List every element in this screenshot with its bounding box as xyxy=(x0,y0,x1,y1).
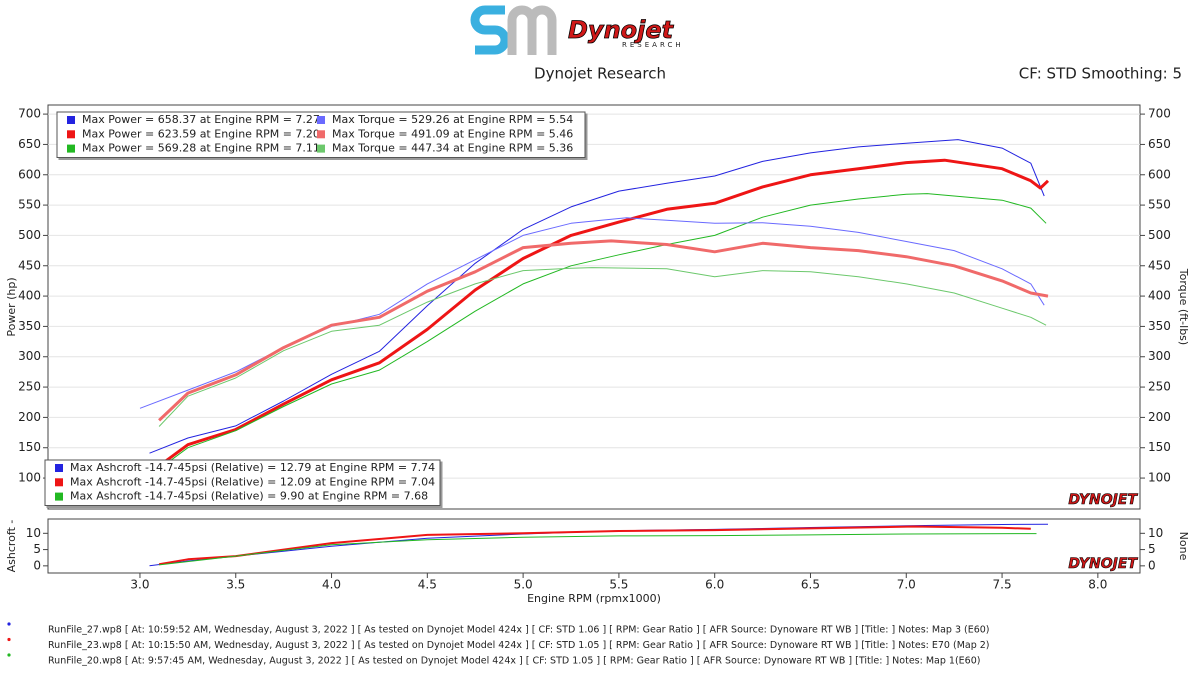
legend-swatch xyxy=(67,116,75,124)
y2-tick-label: 600 xyxy=(1148,167,1171,181)
legend-swatch xyxy=(317,116,325,124)
x-tick-label: 5.5 xyxy=(609,578,628,592)
x-tick-label: 4.0 xyxy=(322,578,341,592)
y2-tick-label: 100 xyxy=(1148,471,1171,485)
run-info: RunFile_20.wp8 [ At: 9:57:45 AM, Wednesd… xyxy=(48,656,980,667)
y-tick-label: 350 xyxy=(18,319,41,333)
y2-tick-label: 250 xyxy=(1148,380,1171,394)
run-info: RunFile_27.wp8 [ At: 10:59:52 AM, Wednes… xyxy=(48,625,990,636)
logo-text: Dynojet xyxy=(568,16,675,44)
x-tick-label: 6.5 xyxy=(801,578,820,592)
run-dot xyxy=(7,622,11,626)
x-tick-label: 3.5 xyxy=(226,578,245,592)
x-tick-label: 7.5 xyxy=(993,578,1012,592)
y-tick-label: 450 xyxy=(18,258,41,272)
y2-tick-label: 0 xyxy=(1148,558,1156,572)
series-line xyxy=(158,239,1049,422)
legend-label: Max Ashcroft -14.7-45psi (Relative) = 9.… xyxy=(70,490,428,503)
legend-label: Max Torque = 447.34 at Engine RPM = 5.36 xyxy=(332,142,573,155)
series-line xyxy=(159,533,1037,566)
y-tick-label: 700 xyxy=(18,107,41,121)
legend-swatch xyxy=(317,130,325,139)
y-tick-label: 250 xyxy=(18,380,41,394)
x-tick-label: 5.0 xyxy=(514,578,533,592)
y-tick-label: 400 xyxy=(18,289,41,303)
legend-swatch xyxy=(67,130,75,139)
x-tick-label: 6.0 xyxy=(705,578,724,592)
legend-swatch xyxy=(55,478,63,487)
y2-tick-label: 400 xyxy=(1148,289,1171,303)
logo-sub: RESEARCH xyxy=(622,41,684,49)
title: Dynojet Research xyxy=(534,65,666,83)
y-tick-label: 200 xyxy=(18,410,41,424)
run-dot xyxy=(7,637,11,642)
y2-tick-label: 650 xyxy=(1148,137,1171,151)
y2-tick-label: 150 xyxy=(1148,440,1171,454)
legend-label: Max Torque = 491.09 at Engine RPM = 5.46 xyxy=(332,127,573,140)
legend-label: Max Power = 569.28 at Engine RPM = 7.11 xyxy=(82,142,320,155)
y2-tick-label: 10 xyxy=(1148,526,1163,540)
y-tick-label: 5 xyxy=(33,542,41,556)
x-axis-label: Engine RPM (rpmx1000) xyxy=(527,592,661,605)
y-tick-label: 0 xyxy=(33,558,41,572)
x-tick-label: 7.0 xyxy=(897,578,916,592)
run-info: RunFile_23.wp8 [ At: 10:15:50 AM, Wednes… xyxy=(48,640,990,651)
y2-tick-label: 500 xyxy=(1148,228,1171,242)
plot-area xyxy=(47,104,1141,510)
legend-label: Max Ashcroft -14.7-45psi (Relative) = 12… xyxy=(70,461,435,474)
run-dot xyxy=(7,653,11,657)
y2-tick-label: 350 xyxy=(1148,319,1171,333)
legend-label: Max Ashcroft -14.7-45psi (Relative) = 12… xyxy=(70,475,435,488)
x-tick-label: 3.0 xyxy=(130,578,149,592)
y2-axis-label: Torque (ft-lbs) xyxy=(1177,268,1190,345)
y2-tick-label: 200 xyxy=(1148,410,1171,424)
y-axis-label: Power (hp) xyxy=(5,277,18,336)
legend-swatch xyxy=(317,144,325,153)
watermark: DYNOJET xyxy=(1068,556,1138,572)
y2-tick-label: 550 xyxy=(1148,198,1171,212)
logo-mark xyxy=(470,5,510,55)
legend-swatch xyxy=(67,144,75,153)
legend-swatch xyxy=(55,492,63,501)
y-tick-label: 300 xyxy=(18,349,41,363)
y2-tick-label: 300 xyxy=(1148,349,1171,363)
x-tick-label: 4.5 xyxy=(418,578,437,592)
y2-tick-label: 700 xyxy=(1148,107,1171,121)
y-tick-label: 150 xyxy=(18,440,41,454)
y2-axis-label: None xyxy=(1177,532,1190,561)
x-tick-label: 8.0 xyxy=(1088,578,1107,592)
logo-mark xyxy=(507,5,557,55)
y-tick-label: 600 xyxy=(18,167,41,181)
legend-swatch xyxy=(55,464,63,472)
settings: CF: STD Smoothing: 5 xyxy=(1019,65,1182,83)
series-line xyxy=(158,193,1047,470)
y-axis-label: Ashcroft - xyxy=(5,520,18,573)
y2-tick-label: 450 xyxy=(1148,258,1171,272)
y-tick-label: 100 xyxy=(18,471,41,485)
legend-box xyxy=(44,459,441,506)
series-line xyxy=(158,267,1047,427)
series-line xyxy=(149,139,1045,454)
logo: Dynojet RESEARCH xyxy=(470,5,684,55)
watermark: DYNOJET xyxy=(1068,492,1138,508)
legend-label: Max Torque = 529.26 at Engine RPM = 5.54 xyxy=(332,113,573,126)
legend-label: Max Power = 623.59 at Engine RPM = 7.20 xyxy=(82,127,320,140)
y-tick-label: 550 xyxy=(18,198,41,212)
series-line xyxy=(158,158,1050,468)
y-tick-label: 500 xyxy=(18,228,41,242)
legend-label: Max Power = 658.37 at Engine RPM = 7.27 xyxy=(82,113,320,126)
y-tick-label: 10 xyxy=(26,526,41,540)
y2-tick-label: 5 xyxy=(1148,542,1156,556)
y-tick-label: 650 xyxy=(18,137,41,151)
